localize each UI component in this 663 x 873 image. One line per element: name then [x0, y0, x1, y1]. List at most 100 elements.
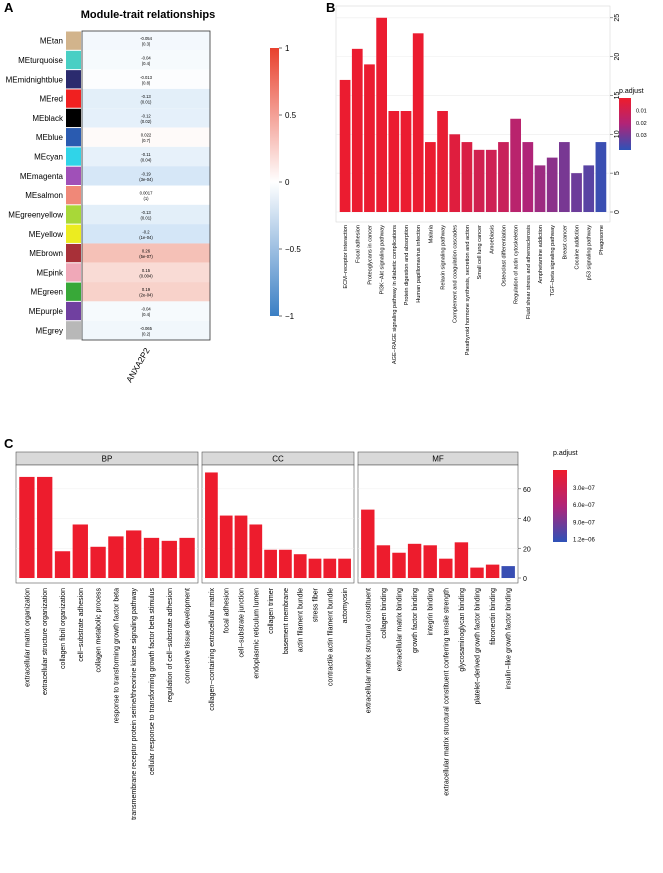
module-trait-heatmap: Module-trait relationships MEtan -0.054(0… [6, 9, 302, 384]
panel-letter-a: A [4, 0, 14, 15]
go-bar [407, 543, 422, 578]
go-bar [361, 509, 375, 578]
go-legend-tick-label: 9.0e−07 [573, 520, 596, 526]
go-term-label: collagen binding [381, 588, 388, 639]
kegg-y-tick-label: 15 [614, 91, 621, 99]
go-term-label: stress fiber [313, 587, 320, 622]
kegg-legend-title: p.adjust [619, 88, 644, 95]
go-term-label: cell−substrate junction [239, 588, 246, 658]
kegg-category-label: Osteoclast differentiation [501, 225, 507, 286]
heatmap-title: Module-trait relationships [81, 9, 215, 21]
go-term-label: actin filament bundle [298, 588, 305, 652]
module-label: MEpurple [29, 307, 64, 316]
go-term-label: extracellular matrix structural constitu… [443, 588, 450, 796]
kegg-bar [364, 64, 375, 212]
go-legend-tick-label: 1.2e−06 [573, 538, 596, 544]
heatmap-cell [82, 320, 210, 340]
go-bar [126, 530, 142, 578]
module-color-swatch [66, 70, 81, 89]
go-term-label: platelet−derived growth factor binding [475, 588, 482, 705]
go-bar [470, 567, 484, 578]
heatmap-frame [81, 30, 211, 341]
go-term-label: endoplasmic reticulum lumen [253, 588, 260, 679]
go-bar [338, 558, 351, 578]
heatmap-cell [82, 243, 210, 263]
module-label: MEmagenta [20, 172, 64, 181]
kegg-bar [498, 142, 509, 212]
kegg-category-label: Cocaine addiction [575, 225, 581, 269]
kegg-y-tick-label: 20 [614, 53, 621, 61]
go-bar [205, 472, 218, 578]
kegg-bar [400, 111, 412, 212]
module-label: MEbrown [29, 249, 63, 258]
module-label: MEred [39, 95, 63, 104]
module-label: MEgrey [35, 326, 63, 335]
kegg-legend-tick-label: 0.01 [636, 108, 647, 114]
kegg-legend-tick-label: 0.02 [636, 121, 647, 127]
module-color-swatch [66, 282, 81, 301]
kegg-bar [412, 33, 424, 212]
cell-p-value: (0.04) [141, 158, 153, 163]
facet-strip-label: BP [102, 455, 113, 464]
go-legend-colorbar [553, 470, 567, 542]
cell-correlation-value: 0.0017 [140, 191, 153, 196]
cell-p-value: (0.2) [142, 331, 151, 336]
go-bar [249, 524, 263, 578]
cell-p-value: (0.3) [142, 42, 151, 47]
go-term-label: transmembrane receptor protein serine/th… [131, 588, 138, 820]
kegg-category-label: Small cell lung cancer [477, 225, 483, 280]
kegg-bar [461, 142, 473, 212]
kegg-bar [534, 165, 546, 212]
kegg-legend-colorbar [619, 98, 631, 150]
go-term-label: extracellular matrix binding [397, 588, 404, 671]
go-term-label: connective tissue development [185, 588, 192, 684]
cell-p-value: (0.01) [141, 215, 153, 220]
cell-p-value: (3e-04) [139, 177, 153, 182]
module-color-swatch [66, 321, 81, 340]
panel-letter-b: B [326, 0, 335, 15]
go-bar [161, 540, 177, 578]
cell-correlation-value: -0.054 [140, 36, 153, 41]
go-term-label: integrin binding [428, 588, 435, 636]
go-term-label: extracellular structure organization [42, 588, 49, 695]
module-label: MEblack [32, 114, 64, 123]
heatmap-cell [82, 31, 210, 51]
kegg-category-label: Amoebiasis [489, 225, 495, 254]
module-color-swatch [66, 205, 81, 224]
cell-p-value: (0.01) [141, 100, 153, 105]
go-y-tick-label: 60 [523, 487, 531, 494]
go-term-label: growth factor binding [412, 588, 419, 653]
heatmap-cell [82, 146, 210, 167]
go-term-label: basement membrane [283, 588, 290, 654]
go-y-tick-label: 40 [523, 517, 531, 524]
module-color-swatch [66, 186, 81, 205]
module-color-swatch [66, 108, 81, 128]
module-color-swatch [66, 243, 81, 263]
cell-correlation-value: 0.022 [141, 133, 152, 138]
cell-correlation-value: 0.15 [142, 268, 151, 273]
module-color-swatch [66, 128, 81, 147]
go-bar [143, 537, 160, 578]
go-legend-tick-label: 6.0e−07 [573, 503, 596, 509]
go-bar [179, 537, 195, 578]
cell-correlation-value: -0.11 [141, 152, 151, 157]
go-bar [308, 558, 322, 578]
module-color-swatch [66, 263, 81, 282]
kegg-category-label: Malaria [428, 224, 434, 243]
go-term-label: cellular response to transforming growth… [149, 588, 156, 776]
cell-correlation-value: -0.12 [141, 113, 151, 118]
heatmap-cell [82, 50, 210, 70]
heatmap-column-label: ANXA2P2 [124, 346, 152, 384]
heatmap-cell [82, 262, 210, 283]
module-color-swatch [66, 224, 81, 243]
module-color-swatch [66, 166, 81, 185]
kegg-category-label: Relaxin signaling pathway [441, 225, 447, 290]
cell-correlation-value: -0.04 [141, 307, 151, 312]
go-bar [19, 476, 35, 578]
kegg-bar [449, 134, 461, 212]
go-term-label: contractile actin filament bundle [327, 588, 334, 686]
go-bar [234, 515, 248, 578]
cell-correlation-value: -0.065 [140, 326, 153, 331]
kegg-category-label: Complement and coagulation cascades [453, 225, 459, 323]
